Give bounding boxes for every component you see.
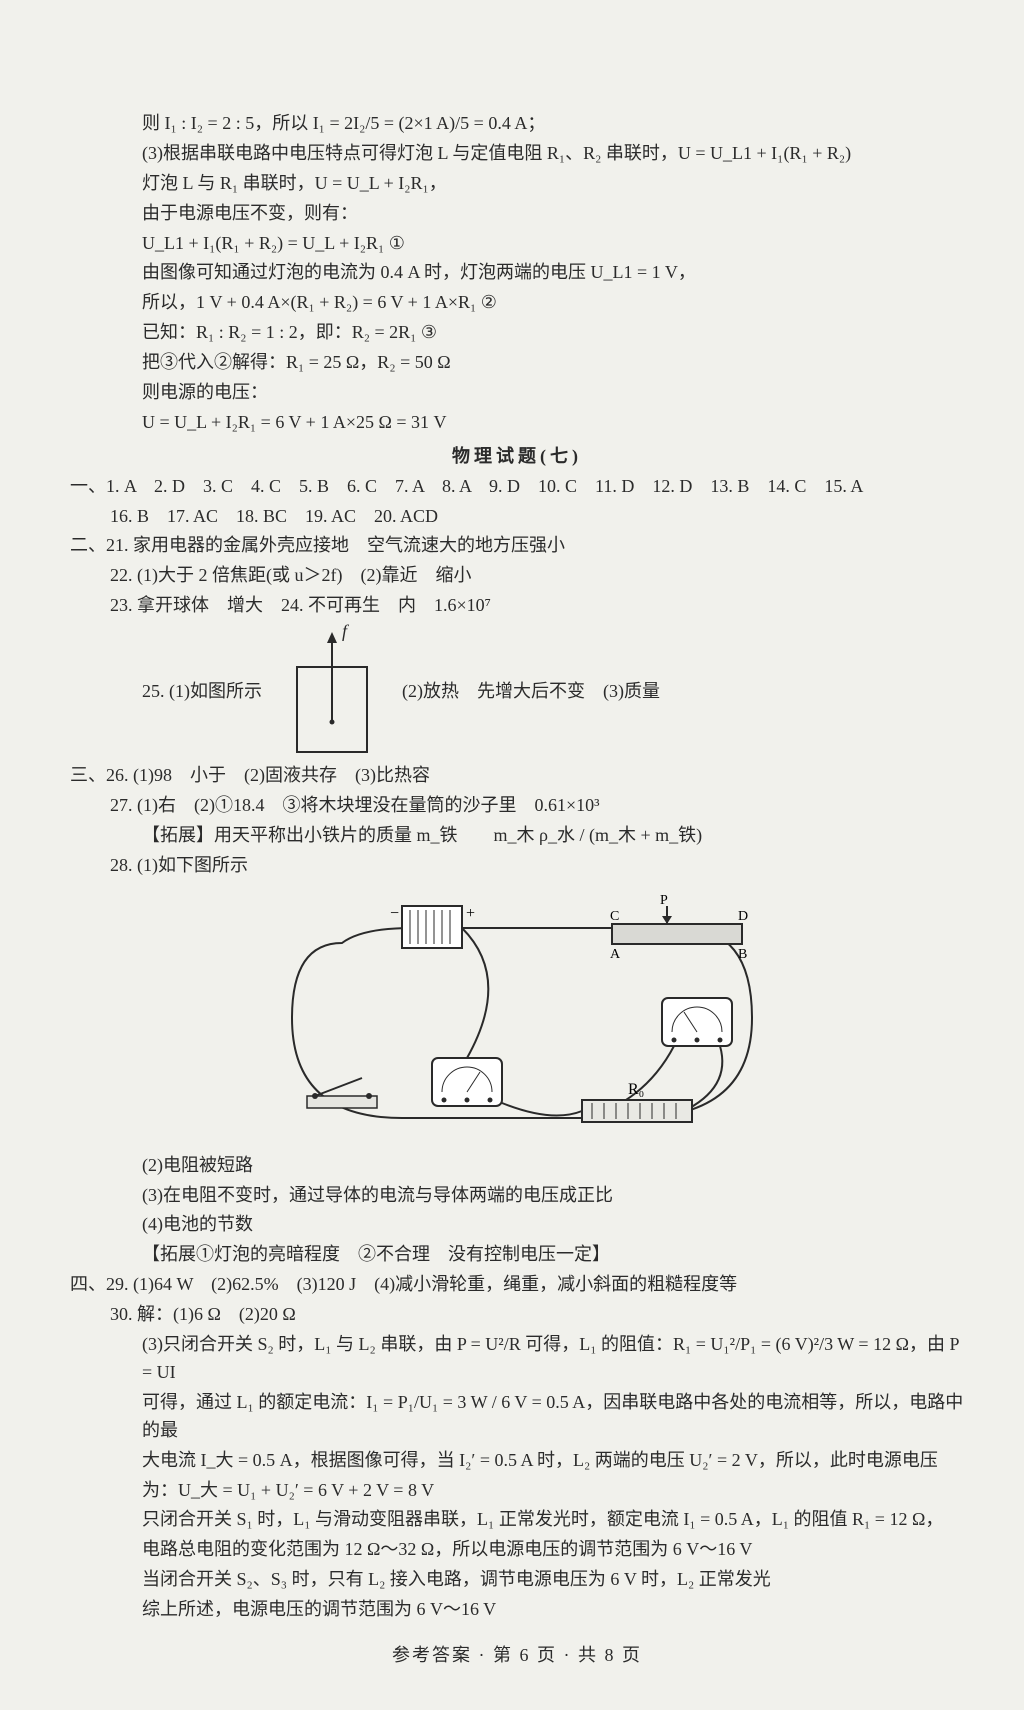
svg-text:−: −	[390, 905, 399, 922]
line-top-8: 已知：R₁ : R₂ = 1 : 2，即：R₂ = 2R₁ ③	[70, 319, 964, 347]
svg-text:A: A	[610, 947, 621, 962]
q27b: 【拓展】用天平称出小铁片的质量 m_铁 m_木 ρ_水 / (m_木 + m_铁…	[70, 822, 964, 850]
q30e: 为：U_大 = U₁ + U₂′ = 6 V + 2 V = 8 V	[70, 1477, 964, 1505]
q30f: 只闭合开关 S₁ 时，L₁ 与滑动变阻器串联，L₁ 正常发光时，额定电流 I₁ …	[70, 1506, 964, 1534]
q30b: (3)只闭合开关 S₂ 时，L₁ 与 L₂ 串联，由 P = U²/R 可得，L…	[70, 1331, 964, 1387]
svg-text:R₀: R₀	[628, 1081, 644, 1098]
line-top-7: 所以，1 V + 0.4 A×(R₁ + R₂) = 6 V + 1 A×R₁ …	[70, 289, 964, 317]
q28c: (3)在电阻不变时，通过导体的电流与导体两端的电压成正比	[70, 1182, 964, 1210]
q28e: 【拓展①灯泡的亮暗程度 ②不合理 没有控制电压一定】	[70, 1241, 964, 1269]
line-top-5: U_L1 + I₁(R₁ + R₂) = U_L + I₂R₁ ①	[70, 230, 964, 258]
svg-text:D: D	[738, 909, 748, 924]
q25-row: 25. (1)如图所示 f (2)放热 先增大后不变 (3)质量	[70, 622, 964, 762]
q25-text-a: 25. (1)如图所示	[142, 678, 262, 706]
q22: 22. (1)大于 2 倍焦距(或 u＞2f) (2)靠近 缩小	[70, 562, 964, 590]
sectionA-line1: 一、1. A 2. D 3. C 4. C 5. B 6. C 7. A 8. …	[70, 473, 964, 501]
svg-text:+: +	[466, 905, 475, 922]
q30a: 30. 解：(1)6 Ω (2)20 Ω	[70, 1301, 964, 1329]
q27a: 27. (1)右 (2)①18.4 ③将木块埋没在量筒的沙子里 0.61×10³	[70, 792, 964, 820]
q30h: 当闭合开关 S₂、S₃ 时，只有 L₂ 接入电路，调节电源电压为 6 V 时，L…	[70, 1566, 964, 1594]
line-top-10: 则电源的电压：	[70, 379, 964, 407]
svg-text:C: C	[610, 909, 619, 924]
line-top-3: 灯泡 L 与 R₁ 串联时，U = U_L + I₂R₁，	[70, 170, 964, 198]
sectionA-line2: 16. B 17. AC 18. BC 19. AC 20. ACD	[70, 503, 964, 531]
q25-text-b: (2)放热 先增大后不变 (3)质量	[402, 678, 660, 706]
page-footer: 参考答案 · 第 6 页 · 共 8 页	[70, 1642, 964, 1670]
svg-text:P: P	[660, 893, 668, 908]
exam-title: 物理试题(七)	[70, 443, 964, 471]
line-top-9: 把③代入②解得：R₁ = 25 Ω，R₂ = 50 Ω	[70, 349, 964, 377]
line-top-1: 则 I₁ : I₂ = 2 : 5，所以 I₁ = 2I₂/5 = (2×1 A…	[70, 110, 964, 138]
q30g: 电路总电阻的变化范围为 12 Ω～32 Ω，所以电源电压的调节范围为 6 V～1…	[70, 1536, 964, 1564]
q21: 二、21. 家用电器的金属外壳应接地 空气流速大的地方压强小	[70, 532, 964, 560]
q28a: 28. (1)如下图所示	[70, 852, 964, 880]
q30c: 可得，通过 L₁ 的额定电流：I₁ = P₁/U₁ = 3 W / 6 V = …	[70, 1389, 964, 1445]
q25-figure: f	[272, 622, 392, 762]
line-top-11: U = U_L + I₂R₁ = 6 V + 1 A×25 Ω = 31 V	[70, 409, 964, 437]
q29: 四、29. (1)64 W (2)62.5% (3)120 J (4)减小滑轮重…	[70, 1271, 964, 1299]
q30i: 综上所述，电源电压的调节范围为 6 V～16 V	[70, 1596, 964, 1624]
q26: 三、26. (1)98 小于 (2)固液共存 (3)比热容	[70, 762, 964, 790]
svg-text:B: B	[738, 947, 747, 962]
q28d: (4)电池的节数	[70, 1211, 964, 1239]
q28b: (2)电阻被短路	[70, 1152, 964, 1180]
answer-key-page: 则 I₁ : I₂ = 2 : 5，所以 I₁ = 2I₂/5 = (2×1 A…	[70, 110, 964, 1670]
circuit-figure: − + C P D A B	[70, 888, 964, 1148]
line-top-4: 由于电源电压不变，则有：	[70, 200, 964, 228]
line-top-2: (3)根据串联电路中电压特点可得灯泡 L 与定值电阻 R₁、R₂ 串联时，U =…	[70, 140, 964, 168]
svg-text:f: f	[342, 622, 350, 641]
q23: 23. 拿开球体 增大 24. 不可再生 内 1.6×10⁷	[70, 592, 964, 620]
q30d: 大电流 I_大 = 0.5 A，根据图像可得，当 I₂′ = 0.5 A 时，L…	[70, 1447, 964, 1475]
line-top-6: 由图像可知通过灯泡的电流为 0.4 A 时，灯泡两端的电压 U_L1 = 1 V…	[70, 259, 964, 287]
